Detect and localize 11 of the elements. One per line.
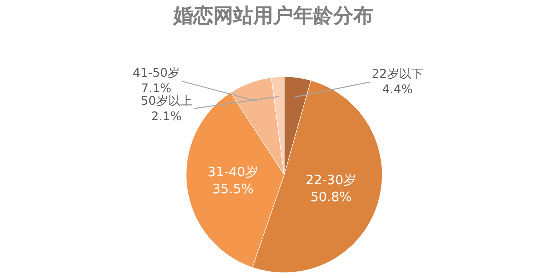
- chart-title: 婚恋网站用户年龄分布: [172, 3, 374, 28]
- data-label: 4.4%: [382, 82, 413, 97]
- slice-label: 50岁以上: [141, 94, 192, 108]
- data-label: 7.1%: [141, 82, 172, 96]
- data-label: 2.1%: [151, 110, 182, 124]
- data-label: 35.5%: [212, 182, 254, 198]
- slice-label: 22-30岁: [306, 174, 357, 189]
- slice-label: 22岁以下: [372, 67, 424, 81]
- data-label: 50.8%: [310, 190, 352, 206]
- slice-label: 31-40岁: [208, 165, 259, 180]
- slice-label: 41-50岁: [133, 66, 180, 80]
